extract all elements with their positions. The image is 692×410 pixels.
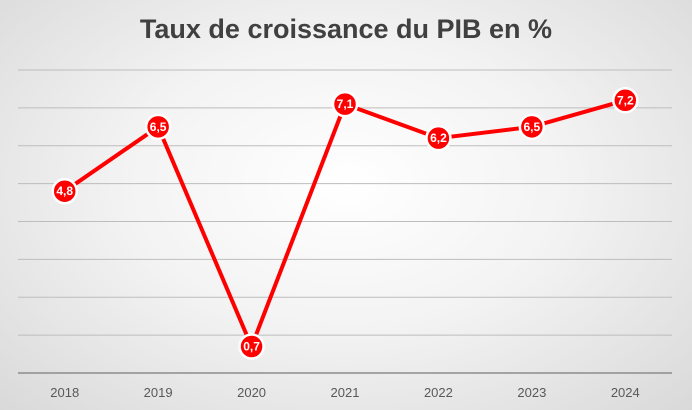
data-point <box>238 333 265 360</box>
data-label: 7,1 <box>337 97 354 111</box>
data-label: 6,5 <box>524 120 541 134</box>
data-point <box>425 124 452 152</box>
data-label: 4,8 <box>56 184 73 198</box>
x-tick-label: 2020 <box>237 385 266 400</box>
x-tick-label: 2021 <box>331 385 360 400</box>
data-point <box>331 90 359 118</box>
x-tick-label: 2024 <box>611 385 640 400</box>
chart-title: Taux de croissance du PIB en % <box>139 14 553 44</box>
data-point <box>612 87 639 114</box>
data-point <box>518 113 546 141</box>
data-point <box>51 177 78 205</box>
x-tick-label: 2022 <box>424 385 453 400</box>
x-tick-label: 2023 <box>517 385 546 400</box>
data-label: 7,2 <box>617 93 634 107</box>
data-label: 6,2 <box>430 131 447 145</box>
x-tick-label: 2019 <box>144 385 173 400</box>
data-label: 6,5 <box>150 120 167 134</box>
series-line <box>63 98 626 349</box>
data-label: 0,7 <box>243 339 260 353</box>
data-point <box>144 113 172 141</box>
x-tick-label: 2018 <box>50 385 79 400</box>
